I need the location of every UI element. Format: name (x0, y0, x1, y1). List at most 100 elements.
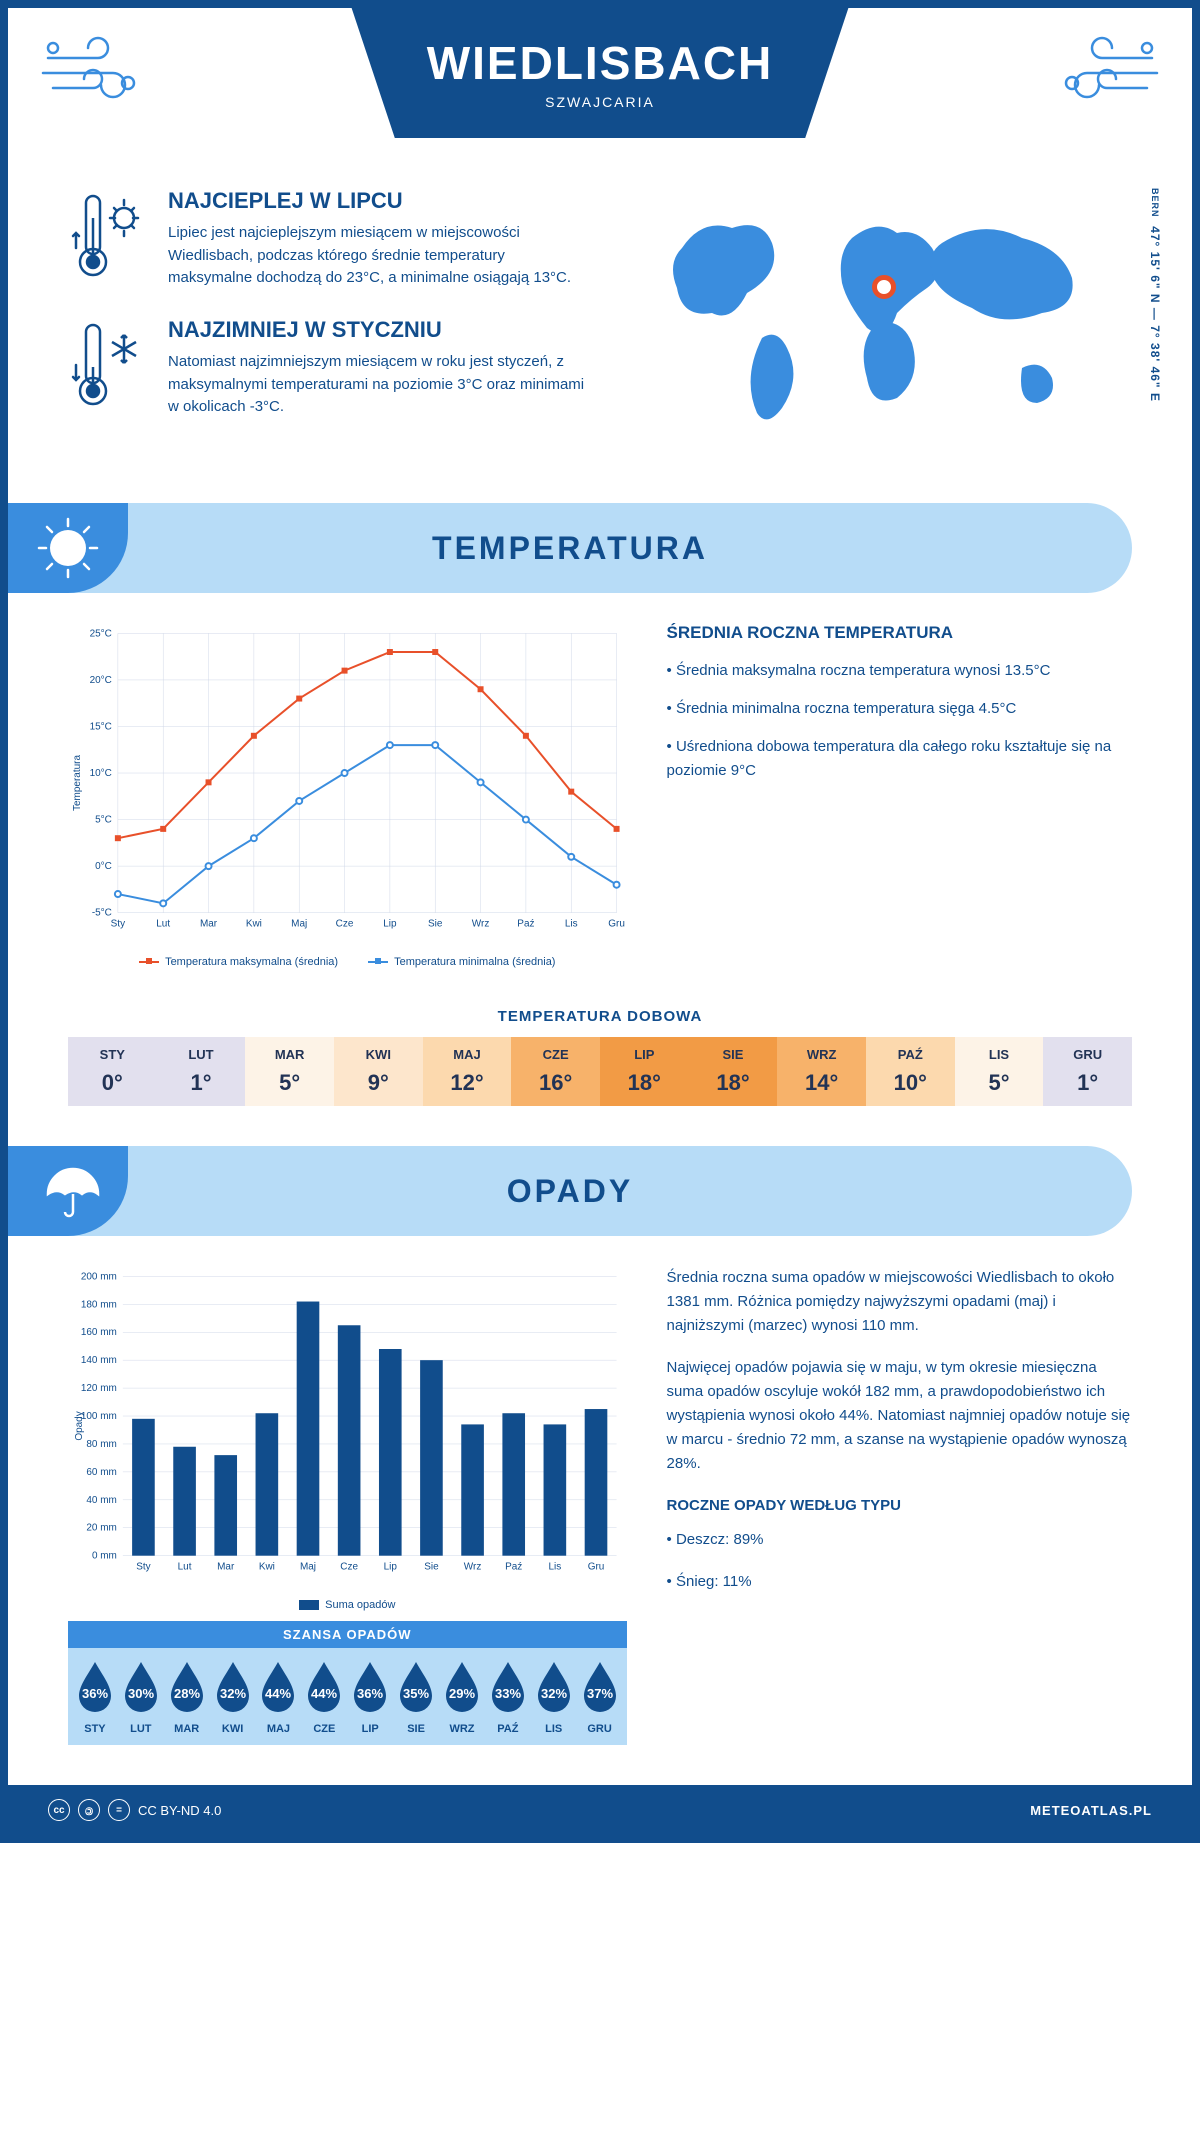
city-name: WIEDLISBACH (427, 36, 774, 90)
svg-text:80 mm: 80 mm (86, 1439, 116, 1450)
chance-drop: 44%CZE (301, 1658, 347, 1735)
svg-text:Wrz: Wrz (464, 1562, 482, 1573)
daily-temp-cell: LIP18° (600, 1037, 689, 1106)
temperature-title: TEMPERATURA (432, 530, 708, 567)
intro-text-column: NAJCIEPLEJ W LIPCU Lipiec jest najcieple… (68, 188, 592, 453)
svg-text:Opady: Opady (74, 1411, 85, 1440)
svg-text:20°C: 20°C (90, 675, 112, 686)
chance-drop: 36%STY (72, 1658, 118, 1735)
svg-text:5°C: 5°C (95, 815, 112, 826)
sun-icon (8, 503, 128, 593)
svg-text:Wrz: Wrz (472, 919, 490, 930)
svg-text:Maj: Maj (300, 1562, 316, 1573)
svg-text:-5°C: -5°C (92, 908, 112, 919)
svg-text:36%: 36% (82, 1686, 108, 1701)
svg-text:30%: 30% (128, 1686, 154, 1701)
svg-text:Sie: Sie (428, 919, 443, 930)
svg-text:Lis: Lis (548, 1562, 561, 1573)
temp-info-title: ŚREDNIA ROCZNA TEMPERATURA (667, 623, 1132, 643)
site-name: METEOATLAS.PL (1030, 1803, 1152, 1818)
svg-text:60 mm: 60 mm (86, 1467, 116, 1478)
daily-temp-title: TEMPERATURA DOBOWA (8, 1008, 1192, 1025)
chance-drop: 28%MAR (164, 1658, 210, 1735)
umbrella-icon (8, 1146, 128, 1236)
precip-type-title: ROCZNE OPADY WEDŁUG TYPU (667, 1494, 1132, 1518)
svg-text:0°C: 0°C (95, 861, 112, 872)
license: cc 🄯 = CC BY-ND 4.0 (48, 1799, 221, 1821)
cc-icon: cc (48, 1799, 70, 1821)
warmest-title: NAJCIEPLEJ W LIPCU (168, 188, 592, 214)
chance-drop: 36%LIP (347, 1658, 393, 1735)
nd-icon: = (108, 1799, 130, 1821)
daily-temp-cell: SIE18° (689, 1037, 778, 1106)
daily-temp-cell: KWI9° (334, 1037, 423, 1106)
coordinates: BERN 47° 15' 6" N — 7° 38' 46" E (1148, 188, 1162, 402)
svg-text:44%: 44% (265, 1686, 291, 1701)
world-map-box: BERN 47° 15' 6" N — 7° 38' 46" E (632, 188, 1132, 453)
daily-temp-cell: CZE16° (511, 1037, 600, 1106)
thermometer-sun-icon (68, 188, 148, 293)
svg-text:10°C: 10°C (90, 768, 112, 779)
svg-text:180 mm: 180 mm (81, 1299, 117, 1310)
precip-section-bar: OPADY (8, 1146, 1132, 1236)
svg-text:100 mm: 100 mm (81, 1411, 117, 1422)
svg-text:Gru: Gru (608, 919, 625, 930)
svg-text:200 mm: 200 mm (81, 1271, 117, 1282)
svg-text:160 mm: 160 mm (81, 1327, 117, 1338)
precip-chart-column: 0 mm20 mm40 mm60 mm80 mm100 mm120 mm140 … (68, 1266, 627, 1765)
warmest-block: NAJCIEPLEJ W LIPCU Lipiec jest najcieple… (68, 188, 592, 293)
precip-legend: Suma opadów (68, 1599, 627, 1611)
legend-item: Temperatura maksymalna (średnia) (139, 956, 338, 968)
precip-para-2: Najwięcej opadów pojawia się w maju, w t… (667, 1356, 1132, 1476)
chance-drop: 32%LIS (531, 1658, 577, 1735)
daily-temp-cell: STY0° (68, 1037, 157, 1106)
chance-title: SZANSA OPADÓW (68, 1621, 627, 1648)
page: WIEDLISBACH SZWAJCARIA NAJCIEPLEJ W LIPC… (0, 0, 1200, 1843)
temp-info-bullet: • Uśredniona dobowa temperatura dla całe… (667, 735, 1132, 783)
legend-item: Temperatura minimalna (średnia) (368, 956, 555, 968)
svg-text:36%: 36% (357, 1686, 383, 1701)
svg-text:Mar: Mar (217, 1562, 235, 1573)
svg-text:Kwi: Kwi (259, 1562, 275, 1573)
svg-text:Gru: Gru (588, 1562, 605, 1573)
svg-text:Maj: Maj (291, 919, 307, 930)
precip-body: 0 mm20 mm40 mm60 mm80 mm100 mm120 mm140 … (8, 1266, 1192, 1785)
precip-title: OPADY (507, 1173, 633, 1210)
svg-text:Lut: Lut (178, 1562, 192, 1573)
precip-text-column: Średnia roczna suma opadów w miejscowośc… (667, 1266, 1132, 1765)
svg-text:Cze: Cze (336, 919, 354, 930)
warmest-body: Lipiec jest najcieplejszym miesiącem w m… (168, 222, 592, 290)
svg-text:Paź: Paź (517, 919, 534, 930)
temperature-chart: -5°C0°C5°C10°C15°C20°C25°CStyLutMarKwiMa… (68, 623, 627, 968)
intro-section: NAJCIEPLEJ W LIPCU Lipiec jest najcieple… (8, 188, 1192, 483)
daily-temp-cell: LUT1° (157, 1037, 246, 1106)
header: WIEDLISBACH SZWAJCARIA (8, 8, 1192, 188)
svg-text:28%: 28% (174, 1686, 200, 1701)
daily-temp-cell: LIS5° (955, 1037, 1044, 1106)
daily-temp-cell: WRZ14° (777, 1037, 866, 1106)
svg-text:Cze: Cze (340, 1562, 358, 1573)
svg-text:Kwi: Kwi (246, 919, 262, 930)
svg-text:32%: 32% (220, 1686, 246, 1701)
svg-text:40 mm: 40 mm (86, 1495, 116, 1506)
temperature-legend: Temperatura maksymalna (średnia) Temperat… (68, 956, 627, 968)
thermometer-snow-icon (68, 317, 148, 422)
svg-text:35%: 35% (403, 1686, 429, 1701)
svg-text:Lis: Lis (565, 919, 578, 930)
daily-temp-cell: MAJ12° (423, 1037, 512, 1106)
chance-drop: 35%SIE (393, 1658, 439, 1735)
daily-temp-cell: PAŹ10° (866, 1037, 955, 1106)
svg-text:Sie: Sie (424, 1562, 439, 1573)
chance-drop: 44%MAJ (256, 1658, 302, 1735)
coldest-block: NAJZIMNIEJ W STYCZNIU Natomiast najzimni… (68, 317, 592, 422)
chance-drop: 29%WRZ (439, 1658, 485, 1735)
precip-type-item: • Deszcz: 89% (667, 1528, 1132, 1552)
svg-text:44%: 44% (311, 1686, 337, 1701)
svg-text:Sty: Sty (136, 1562, 150, 1573)
svg-text:15°C: 15°C (90, 721, 112, 732)
svg-text:Lip: Lip (383, 919, 397, 930)
svg-text:33%: 33% (495, 1686, 521, 1701)
temperature-info: ŚREDNIA ROCZNA TEMPERATURA • Średnia mak… (667, 623, 1132, 968)
temperature-body: -5°C0°C5°C10°C15°C20°C25°CStyLutMarKwiMa… (8, 623, 1192, 988)
svg-text:0 mm: 0 mm (92, 1551, 117, 1562)
